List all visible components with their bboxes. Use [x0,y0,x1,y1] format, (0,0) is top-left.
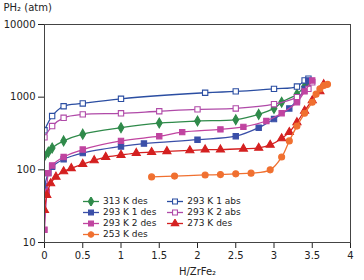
html-text:293 K 1 abs: 293 K 1 abs [187,196,241,206]
html-text:293 K 1 des: 293 K 1 des [103,207,157,217]
html-text:313 K des: 313 K des [103,196,148,206]
svg-text:10000: 10000 [4,19,36,30]
html-text:293 K 2 des: 293 K 2 des [103,218,157,228]
svg-text:3.5: 3.5 [304,250,320,261]
svg-text:1.5: 1.5 [151,250,167,261]
svg-text:PH₂ (atm): PH₂ (atm) [4,2,52,13]
svg-text:0: 0 [41,250,47,261]
svg-text:1: 1 [118,250,124,261]
svg-text:10: 10 [23,237,36,248]
svg-text:2.5: 2.5 [228,250,244,261]
svg-text:3: 3 [271,250,277,261]
svg-text:2: 2 [194,250,200,261]
svg-text:H/ZrFe₂: H/ZrFe₂ [179,266,216,277]
svg-text:1000: 1000 [10,91,35,102]
svg-text:0.5: 0.5 [75,250,91,261]
svg-text:4: 4 [347,250,353,261]
html-text:273 K des: 273 K des [187,218,233,228]
svg-text:100: 100 [16,164,35,175]
html-text:253 K des: 253 K des [103,229,148,239]
html-text:293 K 2 abs: 293 K 2 abs [187,207,241,217]
